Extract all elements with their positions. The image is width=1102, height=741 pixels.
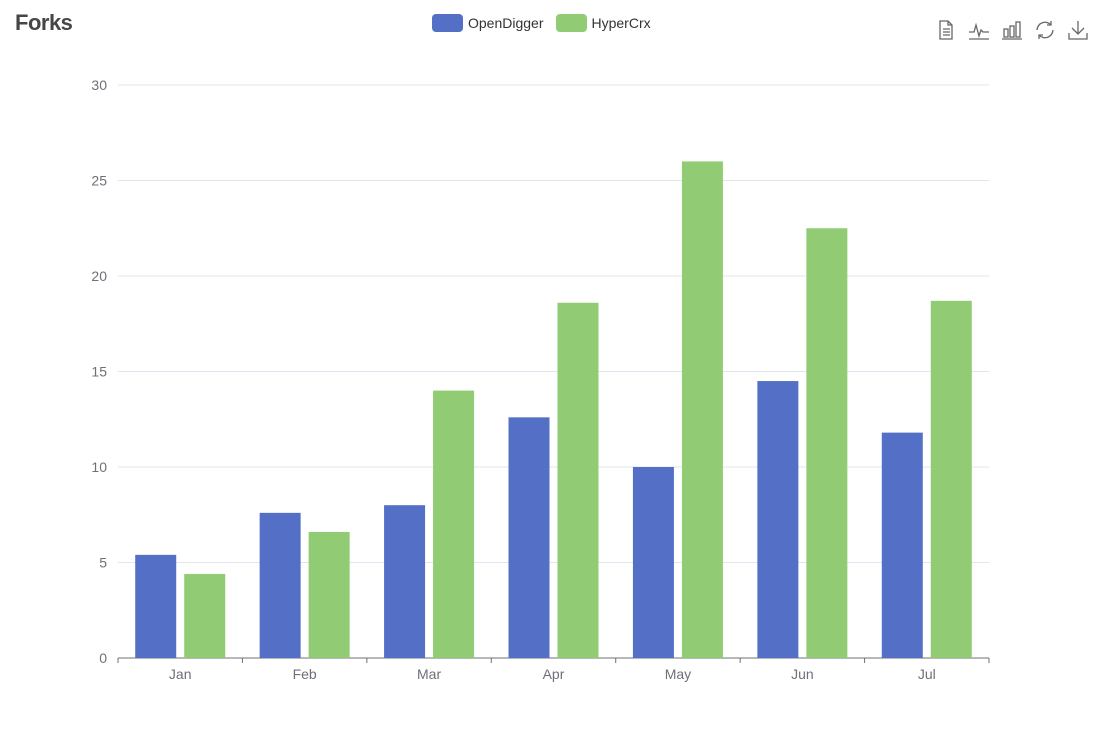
bar-opendigger-jun[interactable] bbox=[757, 381, 799, 658]
data-view-icon bbox=[938, 20, 953, 40]
y-tick-label: 20 bbox=[91, 268, 107, 284]
legend-label: OpenDigger bbox=[468, 15, 544, 31]
bar-hypercrx-jan[interactable] bbox=[184, 573, 226, 658]
restore-button[interactable] bbox=[1032, 18, 1057, 42]
bar-hypercrx-feb[interactable] bbox=[308, 531, 350, 658]
bar-hypercrx-jul[interactable] bbox=[930, 300, 972, 658]
data-view-button[interactable] bbox=[933, 18, 958, 42]
line-chart-icon bbox=[968, 22, 989, 40]
bar-opendigger-may[interactable] bbox=[632, 467, 674, 658]
bar-chart-icon bbox=[1001, 21, 1022, 40]
chart-title: Forks bbox=[15, 10, 73, 35]
bar-opendigger-jul[interactable] bbox=[881, 432, 923, 658]
legend-swatch-opendigger bbox=[432, 14, 463, 32]
line-chart-button[interactable] bbox=[966, 18, 991, 42]
y-tick-label: 30 bbox=[91, 77, 107, 93]
y-tick-label: 25 bbox=[91, 173, 107, 189]
y-tick-label: 10 bbox=[91, 459, 107, 475]
legend-swatch-hypercrx bbox=[555, 14, 587, 32]
bar-opendigger-feb[interactable] bbox=[259, 512, 301, 658]
bar-hypercrx-jun[interactable] bbox=[806, 228, 848, 658]
x-tick-label: Jun bbox=[791, 666, 814, 682]
x-tick-label: Feb bbox=[293, 666, 317, 682]
x-tick-label: Jul bbox=[918, 666, 936, 682]
download-button[interactable] bbox=[1065, 18, 1090, 42]
bar-hypercrx-apr[interactable] bbox=[557, 302, 599, 658]
restore-icon bbox=[1035, 21, 1054, 39]
x-tick-label: May bbox=[665, 666, 691, 682]
y-tick-label: 15 bbox=[91, 364, 107, 380]
bar-hypercrx-may[interactable] bbox=[681, 161, 723, 658]
bar-chart-button[interactable] bbox=[999, 18, 1024, 42]
legend-item-hypercrx[interactable]: HyperCrx bbox=[555, 14, 651, 32]
x-tick-label: Jan bbox=[169, 666, 192, 682]
bar-hypercrx-mar[interactable] bbox=[433, 390, 475, 658]
toolbox bbox=[933, 18, 1090, 42]
download-icon bbox=[1067, 21, 1088, 40]
bar-opendigger-apr[interactable] bbox=[508, 417, 550, 658]
bar-opendigger-jan[interactable] bbox=[135, 554, 177, 658]
x-tick-label: Mar bbox=[417, 666, 441, 682]
x-tick-label: Apr bbox=[543, 666, 565, 682]
legend: OpenDigger HyperCrx bbox=[432, 14, 663, 32]
bar-opendigger-mar[interactable] bbox=[384, 505, 426, 658]
y-tick-label: 0 bbox=[99, 650, 107, 666]
y-tick-label: 5 bbox=[99, 555, 107, 571]
legend-item-opendigger[interactable]: OpenDigger bbox=[432, 14, 544, 32]
legend-label: HyperCrx bbox=[591, 15, 651, 31]
